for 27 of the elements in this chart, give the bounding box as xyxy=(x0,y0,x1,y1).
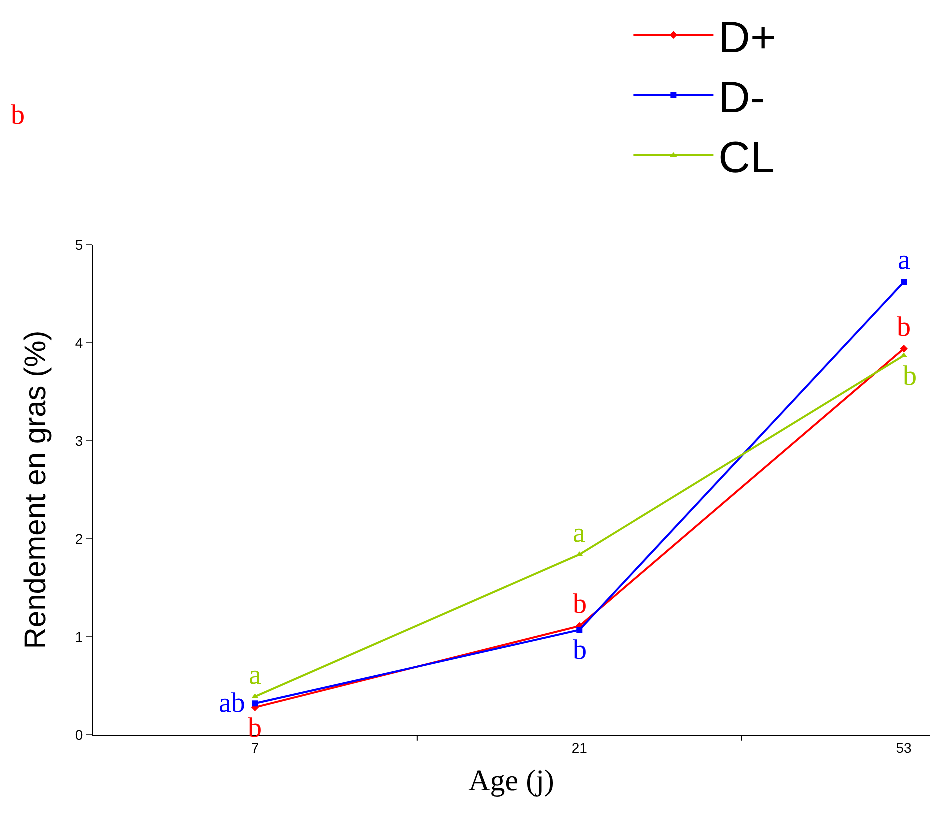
y-tick-label: 0 xyxy=(75,726,84,743)
legend-label: D+ xyxy=(718,13,776,62)
y-tick-label: 2 xyxy=(75,530,84,547)
y-axis-title: Rendement en gras (%) xyxy=(19,330,52,650)
y-tick-label: 1 xyxy=(75,628,84,645)
annotation: b xyxy=(573,635,587,666)
point xyxy=(252,700,258,707)
annotation: b xyxy=(903,361,917,392)
point xyxy=(576,627,583,634)
y-tick-label: 4 xyxy=(75,334,84,351)
y-tick-label: 3 xyxy=(75,432,84,449)
legend-label: CL xyxy=(718,134,775,183)
annotation: a xyxy=(898,245,911,276)
legend-label: D- xyxy=(718,73,766,122)
y-tick-label: 5 xyxy=(75,236,84,253)
point xyxy=(900,344,908,353)
point xyxy=(901,279,908,286)
annotation: a xyxy=(573,518,586,549)
x-tick-label: 21 xyxy=(572,740,588,756)
x-tick-label: 7 xyxy=(251,740,260,756)
x-axis-title: Age (j) xyxy=(468,764,554,798)
annotation: ab xyxy=(219,688,246,719)
annotation: b xyxy=(573,589,587,620)
x-tick-label: 53 xyxy=(896,740,912,756)
annotation: a xyxy=(249,660,262,691)
text: b xyxy=(11,100,25,131)
annotation: b xyxy=(897,312,911,343)
